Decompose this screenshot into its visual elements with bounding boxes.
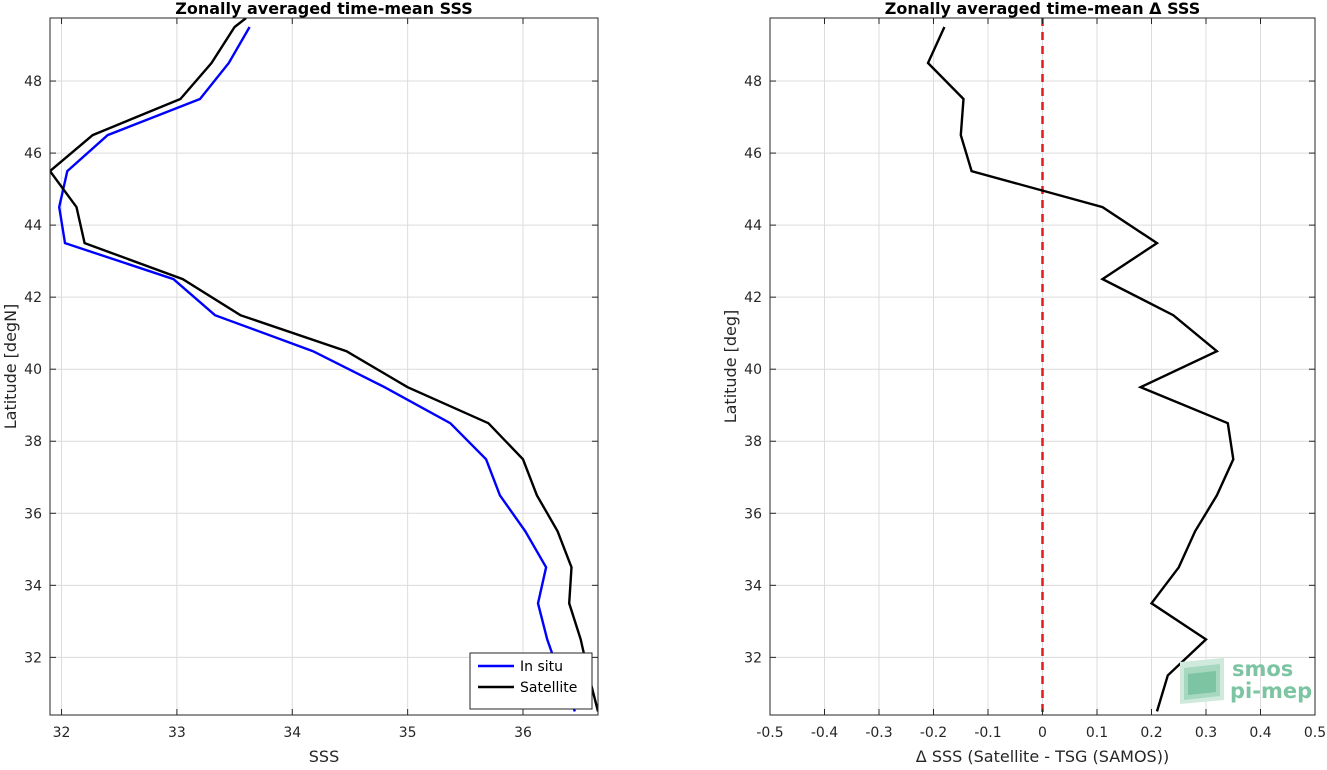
p0-data-layer — [50, 18, 598, 712]
p0-xtick-label-1: 33 — [168, 725, 186, 741]
p0-series-line-0 — [57, 26, 577, 712]
p1-xtick-label-8: 0.3 — [1195, 725, 1217, 741]
p0-y-axis-label: Latitude [degN] — [1, 304, 20, 430]
p1-ytick-label-5: 42 — [744, 290, 762, 306]
p1-ytick-label-1: 34 — [744, 578, 762, 594]
p0-legend: In situ Satellite — [469, 652, 593, 710]
p0-chart-title: Zonally averaged time-mean SSS — [175, 0, 473, 18]
p1-xtick-label-6: 0.1 — [1086, 725, 1108, 741]
p1-ytick-label-8: 48 — [744, 74, 762, 90]
p1-series-line-0 — [926, 26, 1235, 712]
p1-xtick-label-0: -0.5 — [756, 725, 783, 741]
logo-line1: smos — [1232, 657, 1293, 681]
p1-xtick-label-5: 0 — [1038, 725, 1047, 741]
p1-ytick-label-2: 36 — [744, 506, 762, 522]
p0-xtick-label-4: 36 — [514, 725, 532, 741]
p0-ytick-label-7: 46 — [24, 146, 42, 162]
p1-ytick-label-0: 32 — [744, 650, 762, 666]
p1-xtick-label-9: 0.4 — [1249, 725, 1271, 741]
p1-data-layer — [926, 18, 1235, 715]
p0-legend-label-0: In situ — [520, 659, 563, 675]
logo-emblem-front — [1188, 671, 1216, 695]
p1-xtick-label-1: -0.4 — [811, 725, 838, 741]
p0-ytick-label-0: 32 — [24, 650, 42, 666]
p1-xtick-label-7: 0.2 — [1140, 725, 1162, 741]
p0-plot-area — [50, 18, 598, 715]
p0-ytick-label-1: 34 — [24, 578, 42, 594]
p1-xtick-label-3: -0.2 — [920, 725, 947, 741]
p0-xtick-label-0: 32 — [53, 725, 71, 741]
p1-xtick-label-4: -0.1 — [974, 725, 1001, 741]
p1-x-axis-label: Δ SSS (Satellite - TSG (SAMOS)) — [916, 747, 1169, 765]
smos-pi-mep-logo: smos pi-mep — [1180, 657, 1312, 704]
logo-line2: pi-mep — [1230, 679, 1312, 703]
delta-sss-panel: -0.5 -0.4 -0.3 -0.2 -0.1 0 0.1 0.2 0.3 0.4 0.5 32 34… — [721, 0, 1326, 766]
p0-xtick-label-2: 34 — [283, 725, 301, 741]
p0-ytick-label-3: 38 — [24, 434, 42, 450]
p0-ytick-label-5: 42 — [24, 290, 42, 306]
p1-xtick-label-2: -0.3 — [865, 725, 892, 741]
p0-axes-box — [49, 17, 599, 716]
p0-ytick-label-8: 48 — [24, 74, 42, 90]
p0-legend-box — [469, 652, 593, 710]
p1-ytick-label-7: 46 — [744, 146, 762, 162]
p1-chart-title: Zonally averaged time-mean Δ SSS — [885, 0, 1201, 18]
p1-ytick-label-4: 40 — [744, 362, 762, 378]
p0-x-axis-label: SSS — [309, 747, 339, 765]
p1-y-axis-label: Latitude [deg] — [721, 310, 740, 424]
p0-legend-label-1: Satellite — [520, 680, 577, 696]
p0-series-line-1 — [50, 18, 598, 712]
p0-ytick-label-6: 44 — [24, 218, 42, 234]
p0-xtick-label-3: 35 — [399, 725, 417, 741]
sss-panel: 32 33 34 35 36 32 34 36 38 40 42 44 46 48 Zonally aver… — [1, 0, 599, 766]
p1-xtick-label-10: 0.5 — [1304, 725, 1326, 741]
p0-ytick-label-2: 36 — [24, 506, 42, 522]
p0-ytick-label-4: 40 — [24, 362, 42, 378]
p1-ytick-label-6: 44 — [744, 218, 762, 234]
p1-ytick-label-3: 38 — [744, 434, 762, 450]
